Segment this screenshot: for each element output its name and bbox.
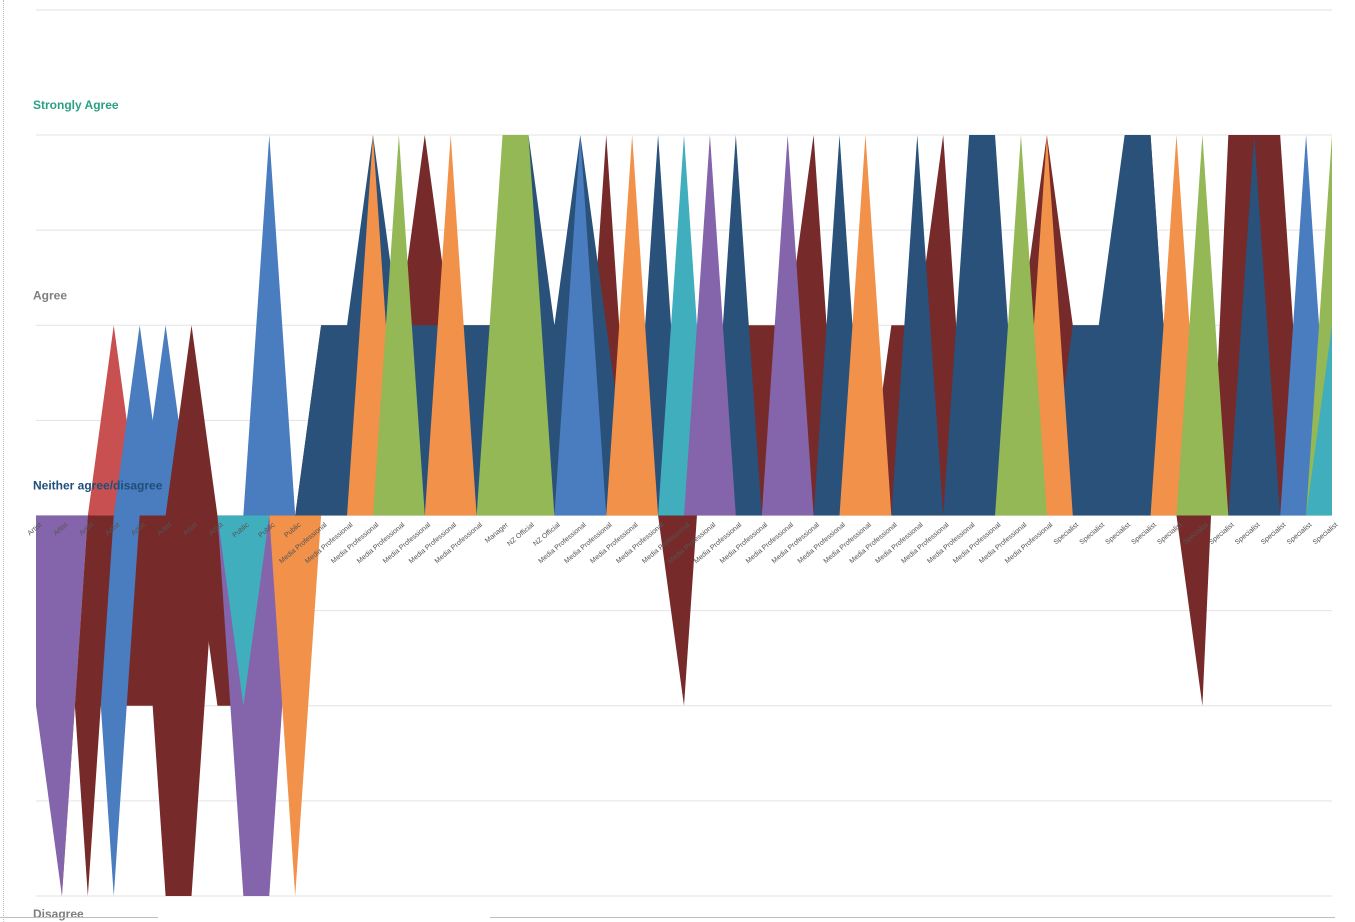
x-tick-label: Media Professional <box>849 521 899 565</box>
x-tick-label: Specialist <box>1104 522 1131 547</box>
x-tick-label: Media Professional <box>408 521 458 565</box>
bottom-border-left <box>0 917 158 918</box>
x-tick-label: Media Professional <box>823 521 873 565</box>
series-area-teal <box>36 135 1332 516</box>
series-area-orange <box>36 515 1332 896</box>
x-tick-label: Media Professional <box>356 521 406 565</box>
x-tick-label: Specialist <box>1286 522 1313 547</box>
bottom-border-right <box>490 917 1335 918</box>
window-edge <box>0 0 4 922</box>
x-tick-label: NZ Official <box>506 521 536 548</box>
x-tick-label: Media Professional <box>563 521 613 565</box>
x-tick-label: Media Professional <box>771 521 821 565</box>
x-tick-label: Media Professional <box>330 521 380 565</box>
x-tick-label: Media Professional <box>615 521 665 565</box>
x-tick-label: Media Professional <box>926 521 976 565</box>
x-tick-label: Media Professional <box>900 521 950 565</box>
x-tick-label: Media Professional <box>952 521 1002 565</box>
x-tick-label: Media Professional <box>1004 521 1054 565</box>
x-tick-label: Media Professional <box>797 521 847 565</box>
y-level-label: Agree <box>33 288 67 302</box>
x-tick-label: Media Professional <box>434 521 484 565</box>
x-tick-label: Media Professional <box>978 521 1028 565</box>
series-area-maroon <box>36 515 1332 896</box>
series-area-blue <box>36 135 1332 516</box>
series-area-orange <box>36 135 1332 516</box>
x-tick-label: Specialist <box>1260 522 1287 547</box>
y-level-label: Neither agree/disagree <box>33 479 163 493</box>
x-tick-label: Media Professional <box>589 521 639 565</box>
x-tick-label: Specialist <box>1053 522 1080 547</box>
x-tick-label: Media Professional <box>538 521 588 565</box>
x-tick-label: Media Professional <box>745 521 795 565</box>
x-tick-label: Media Professional <box>874 521 924 565</box>
x-tick-label: Specialist <box>1130 522 1157 547</box>
y-level-label: Disagree <box>33 907 84 921</box>
x-tick-label: Specialist <box>1312 522 1339 547</box>
x-tick-label: Specialist <box>1234 522 1261 547</box>
x-tick-label: Media Professional <box>693 521 743 565</box>
x-tick-label: Media Professional <box>382 521 432 565</box>
x-tick-label: Specialist <box>1208 522 1235 547</box>
x-tick-label: Media Professional <box>719 521 769 565</box>
x-tick-label: Specialist <box>1079 522 1106 547</box>
series-area-green <box>36 135 1332 516</box>
y-level-label: Strongly Agree <box>33 98 119 112</box>
